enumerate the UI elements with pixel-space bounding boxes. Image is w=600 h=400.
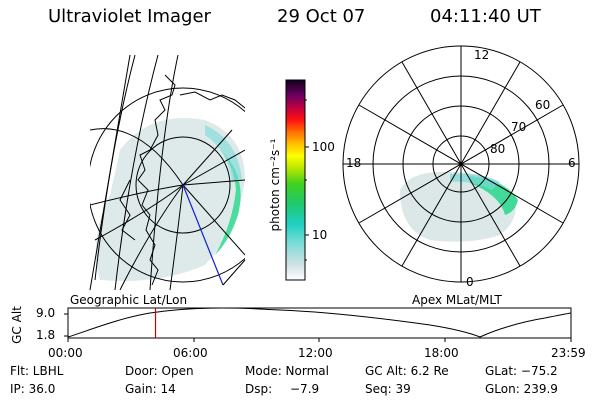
filter-info: Flt: LBHL	[10, 364, 64, 378]
altitude-xtick-4: 23:59	[551, 346, 586, 360]
altitude-xtick-1: 06:00	[173, 346, 208, 360]
mlt-label-0: 0	[466, 275, 474, 289]
mlat-label-60: 60	[535, 98, 551, 112]
glat-info: GLat: −75.2	[485, 364, 558, 378]
gain-info: Gain: 14	[125, 382, 176, 396]
apex-panel-label: Apex MLat/MLT	[412, 293, 502, 307]
time-label: 04:11:40 UT	[430, 6, 541, 27]
ip-info: IP: 36.0	[10, 382, 56, 396]
altitude-xtick-3: 18:00	[424, 346, 459, 360]
altitude-ylabel: GC Alt	[10, 306, 24, 344]
mlt-label-6: 6	[568, 156, 576, 170]
colorbar-unit-label: photon cm⁻²s⁻¹	[268, 138, 282, 232]
altitude-plot	[64, 307, 572, 342]
date-label: 29 Oct 07	[277, 6, 366, 27]
colorbar-ticks	[305, 99, 309, 261]
mlt-label-18: 18	[346, 156, 362, 170]
mlat-label-70: 70	[511, 120, 527, 134]
colorbar-tick-100: 100	[312, 140, 335, 154]
mlt-label-12: 12	[474, 48, 490, 62]
gc-alt-info: GC Alt: 6.2 Re	[365, 364, 449, 378]
altitude-ytick-1-8: 1.8	[36, 328, 56, 342]
door-info: Door: Open	[125, 364, 194, 378]
seq-info: Seq: 39	[365, 382, 411, 396]
mode-info: Mode: Normal	[245, 364, 329, 378]
altitude-ytick-9: 9.0	[36, 306, 56, 320]
instrument-title: Ultraviolet Imager	[48, 6, 211, 27]
geographic-panel-label: Geographic Lat/Lon	[70, 293, 188, 307]
altitude-xtick-2: 12:00	[298, 346, 333, 360]
altitude-xtick-0: 00:00	[48, 346, 83, 360]
map-frame	[89, 54, 246, 291]
glon-info: GLon: 239.9	[485, 382, 558, 396]
dsp-label: Dsp:	[245, 382, 273, 396]
mlat-label-80: 80	[490, 142, 506, 156]
dsp-value: −7.9	[290, 382, 320, 396]
colorbar-tick-10: 10	[312, 228, 328, 242]
colorbar	[285, 79, 306, 281]
auroral-emission-left	[95, 118, 245, 281]
polar-plot	[342, 45, 580, 283]
altitude-curve	[67, 307, 572, 338]
geographic-map	[90, 55, 245, 290]
